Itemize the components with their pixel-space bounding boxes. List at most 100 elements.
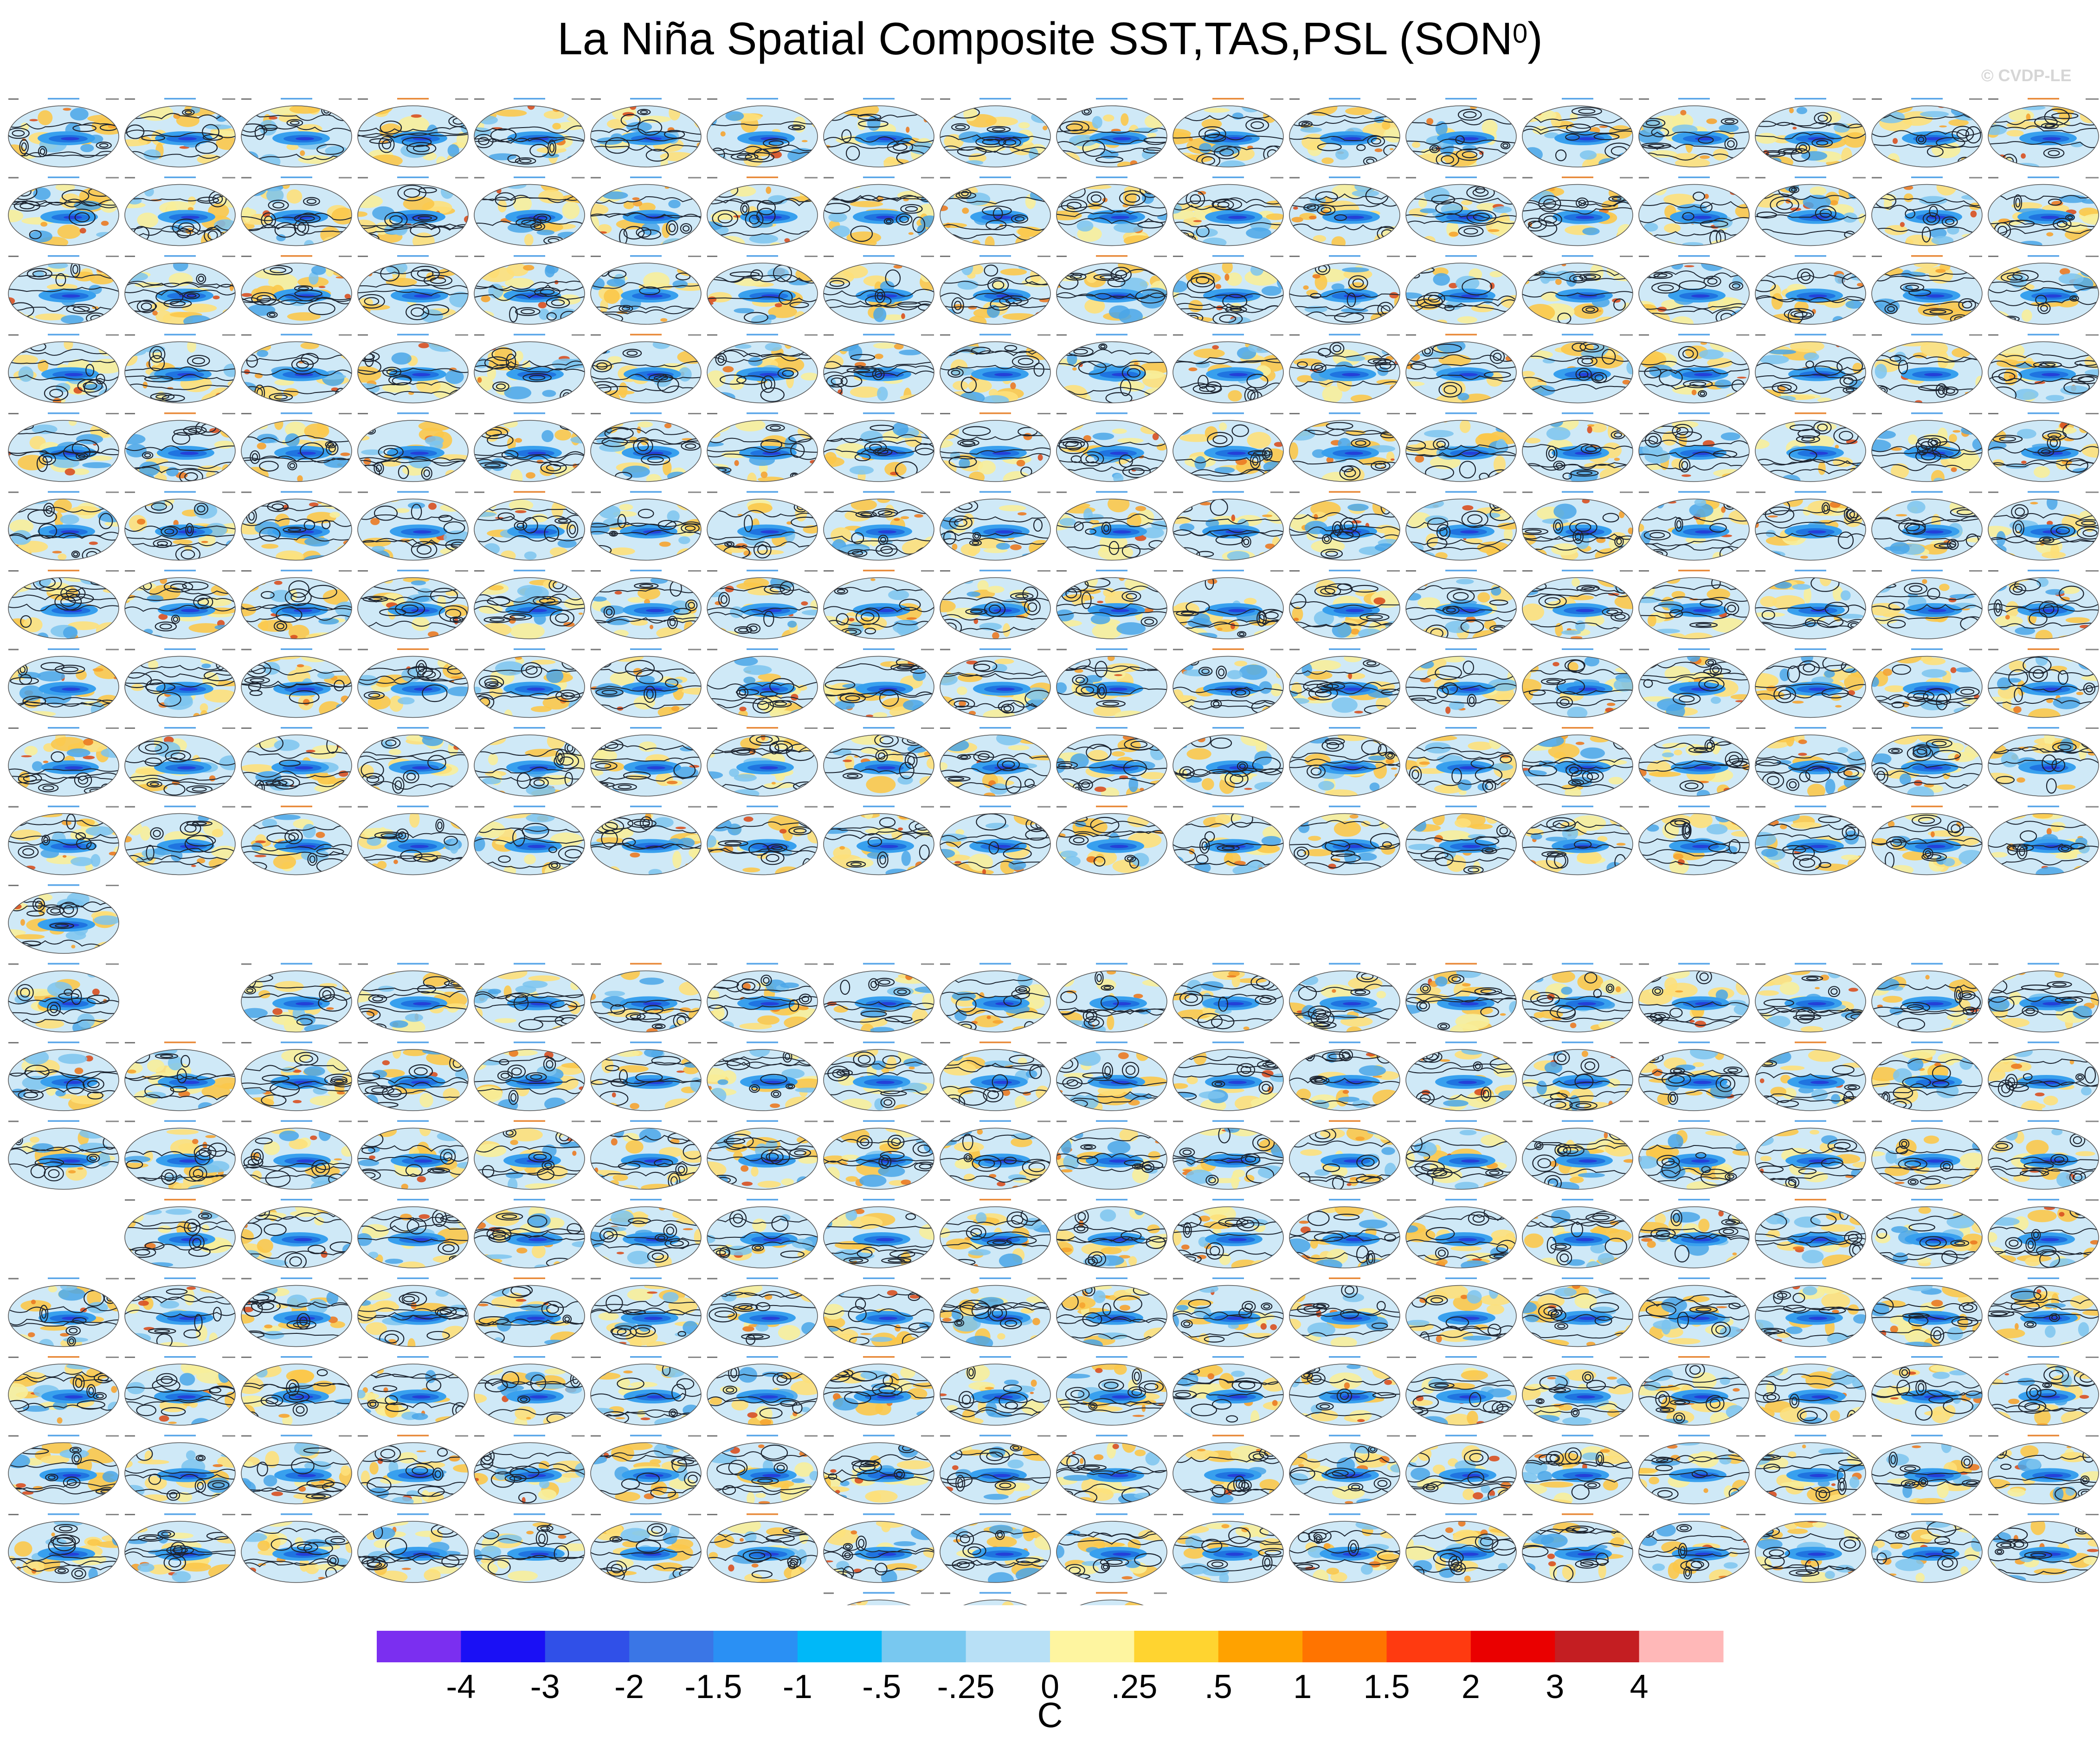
map-panel [1871, 1513, 1983, 1583]
map-panel [1405, 570, 1517, 639]
map-panel [1056, 1513, 1167, 1583]
map-panel [823, 1435, 934, 1505]
map-panel [1988, 727, 2099, 797]
map-panel [8, 491, 119, 561]
map-panel [1755, 1199, 1866, 1268]
map-panel [1522, 1042, 1633, 1111]
map-panel [1871, 1042, 1983, 1111]
map-panel [1522, 1277, 1633, 1347]
map-panel [1172, 648, 1284, 718]
map-panel [1638, 1199, 1750, 1268]
map-panel [1988, 1120, 2099, 1190]
map-panel [474, 98, 585, 167]
map-panel [1289, 255, 1400, 325]
map-panel [940, 1120, 1051, 1190]
map-panel [8, 1513, 119, 1583]
map-panel [707, 805, 818, 875]
map-panel [590, 255, 702, 325]
map-panel [1405, 1435, 1517, 1505]
map-panel [241, 1199, 352, 1268]
map-panel [1289, 1199, 1400, 1268]
map-panel [1056, 1435, 1167, 1505]
map-panel [1871, 176, 1983, 246]
map-panel [1522, 1356, 1633, 1426]
map-panel [8, 1277, 119, 1347]
map-panel [823, 412, 934, 482]
map-panel [357, 727, 469, 797]
map-panel [474, 727, 585, 797]
map-panel [124, 412, 236, 482]
map-panel [590, 727, 702, 797]
map-panel [1988, 255, 2099, 325]
map-panel [1172, 1199, 1284, 1268]
map-panel [1871, 1277, 1983, 1347]
map-panel [1638, 570, 1750, 639]
map-panel [1522, 176, 1633, 246]
map-panel [590, 1277, 702, 1347]
map-panel [940, 1277, 1051, 1347]
map-panel [357, 98, 469, 167]
map-panel [1871, 412, 1983, 482]
colorbar-swatch [1134, 1631, 1219, 1662]
map-panel [1988, 1199, 2099, 1268]
map-panel [1056, 570, 1167, 639]
map-panel [1405, 805, 1517, 875]
map-panel [1988, 963, 2099, 1033]
map-panel [1172, 570, 1284, 639]
map-panel [124, 176, 236, 246]
map-panel [357, 412, 469, 482]
map-panel [1988, 1042, 2099, 1111]
map-panel [357, 1356, 469, 1426]
map-panel [940, 570, 1051, 639]
colorbar-swatch [629, 1631, 714, 1662]
map-panel [707, 1120, 818, 1190]
map-panel [823, 963, 934, 1033]
map-panel [1871, 255, 1983, 325]
map-panel [124, 1199, 236, 1268]
map-panel [590, 805, 702, 875]
map-panel [590, 1513, 702, 1583]
map-panel [1056, 727, 1167, 797]
map-panel [1755, 570, 1866, 639]
map-panel [1289, 1277, 1400, 1347]
map-panel [124, 570, 236, 639]
map-panel [707, 412, 818, 482]
map-panel [1988, 176, 2099, 246]
map-panel [707, 176, 818, 246]
map-panel [241, 1513, 352, 1583]
colorbar-swatch [797, 1631, 882, 1662]
colorbar-swatch [1386, 1631, 1471, 1662]
map-panel [1289, 1042, 1400, 1111]
map-panel [1289, 648, 1400, 718]
map-panel [1056, 963, 1167, 1033]
map-panel [823, 176, 934, 246]
map-panel [241, 491, 352, 561]
map-panel [1289, 570, 1400, 639]
map-panel [1522, 1199, 1633, 1268]
map-panel [940, 412, 1051, 482]
map-panel [474, 255, 585, 325]
map-panel [124, 1513, 236, 1583]
map-panel [124, 255, 236, 325]
map-panel [1405, 176, 1517, 246]
map-panel [1988, 570, 2099, 639]
map-panel [823, 648, 934, 718]
map-panel [474, 648, 585, 718]
map-panel [357, 1277, 469, 1347]
map-panel [940, 1592, 1050, 1605]
map-panel [1522, 1120, 1633, 1190]
map-panel [707, 963, 818, 1033]
map-panel [241, 570, 352, 639]
map-panel [8, 98, 119, 167]
map-panel [8, 648, 119, 718]
map-panel [474, 176, 585, 246]
map-panel [823, 1277, 934, 1347]
map-panel [940, 805, 1051, 875]
map-panel [1988, 805, 2099, 875]
map-panel [1871, 805, 1983, 875]
map-panel [1755, 1042, 1866, 1111]
map-panel [1988, 334, 2099, 404]
map-panel [474, 1120, 585, 1190]
map-panel [823, 1120, 934, 1190]
map-panel [823, 255, 934, 325]
